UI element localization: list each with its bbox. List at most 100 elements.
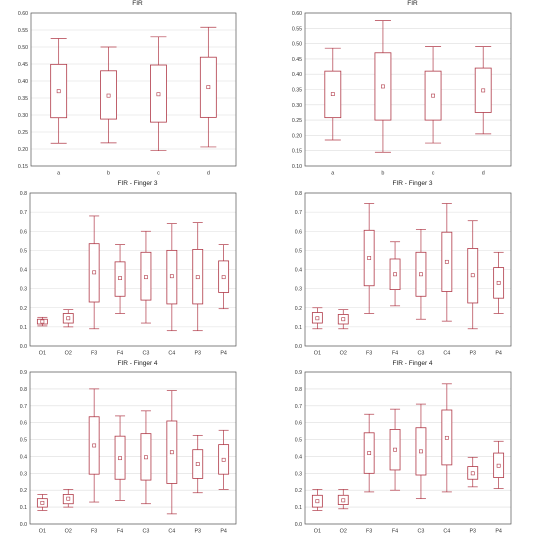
y-tick-label: 0.3 <box>295 471 302 477</box>
chart-svg: 0.0 0.1 0.2 0.3 0.4 0.5 0.6 0.7 0.8 0.9 O1 O2 F3 F4 C3… <box>20 370 237 535</box>
x-tick-label: O1 <box>39 529 46 535</box>
mean-marker <box>496 280 501 285</box>
box-body <box>218 260 230 293</box>
y-tick-label: 0.30 <box>292 103 302 109</box>
y-tick-label: 0.6 <box>295 421 302 427</box>
y-tick-label: 0.3 <box>20 471 27 477</box>
y-tick-label: 0.1 <box>20 505 27 511</box>
mean-marker <box>40 500 45 505</box>
mean-marker <box>470 471 475 476</box>
mean-marker <box>444 259 449 264</box>
y-tick-label: 0.35 <box>292 88 302 94</box>
mean-marker <box>496 463 501 468</box>
y-tick-label: 0.40 <box>18 79 28 85</box>
box-body <box>114 435 126 480</box>
x-tick-label: a <box>331 171 334 177</box>
x-tick-label: P3 <box>469 351 476 357</box>
box-body <box>36 498 48 508</box>
box-body <box>493 452 505 478</box>
x-tick-label: C3 <box>417 529 424 535</box>
box-body <box>50 63 68 119</box>
mean-marker <box>341 317 346 322</box>
y-tick-label: 0.45 <box>292 57 302 63</box>
box-body <box>311 494 323 508</box>
box-C3 <box>415 228 427 320</box>
box-a <box>50 38 68 144</box>
box-O1 <box>311 307 323 330</box>
box-body <box>100 70 117 120</box>
box-body <box>150 64 167 123</box>
box-P4 <box>218 429 230 490</box>
box-body <box>114 261 126 297</box>
box-F4 <box>114 415 126 501</box>
mean-marker <box>481 88 486 93</box>
x-tick-label: O1 <box>314 351 321 357</box>
chart-title: FIR - Finger 3 <box>392 180 433 187</box>
x-tick-label: O2 <box>65 529 72 535</box>
box-body <box>88 243 100 303</box>
chart-svg: 0.0 0.1 0.2 0.3 0.4 0.5 0.6 0.7 0.8 0.9 O1 O2 F3 F4 C3… <box>295 370 512 535</box>
box-C4 <box>166 223 178 332</box>
y-tick-label: 0.5 <box>295 438 302 444</box>
box-body <box>192 249 204 305</box>
y-tick-label: 0.25 <box>292 118 302 124</box>
mean-marker <box>144 275 148 280</box>
box-C3 <box>140 230 152 324</box>
y-tick-label: 0.6 <box>20 421 27 427</box>
plot-frame <box>29 371 237 525</box>
y-tick-label: 0.5 <box>20 248 27 254</box>
x-tick-label: P3 <box>194 529 201 535</box>
chart-title: FIR - Finger 4 <box>392 360 433 367</box>
box-C4 <box>441 203 453 322</box>
box-body <box>389 258 401 290</box>
box-body <box>166 420 178 484</box>
mean-marker <box>144 455 148 460</box>
box-body <box>62 494 74 505</box>
x-tick-label: b <box>381 171 384 177</box>
chart-title: FIR <box>407 0 418 7</box>
box-O2 <box>337 309 349 330</box>
box-body <box>324 70 342 119</box>
box-C3 <box>415 403 427 500</box>
mean-marker <box>206 85 211 90</box>
box-a <box>324 47 342 141</box>
y-tick-label: 0.55 <box>292 26 302 32</box>
x-tick-label: a <box>57 171 60 177</box>
y-tick-label: 0.8 <box>295 191 302 197</box>
y-tick-label: 0.50 <box>292 42 302 48</box>
y-tick-label: 0.7 <box>20 210 27 216</box>
y-tick-label: 0.30 <box>18 113 28 119</box>
mean-marker <box>341 498 346 503</box>
plot-frame <box>304 192 512 347</box>
box-body <box>424 70 442 121</box>
y-tick-label: 0.60 <box>292 11 302 17</box>
x-tick-label: O1 <box>314 529 321 535</box>
y-tick-label: 0.9 <box>20 370 27 376</box>
x-tick-label: F3 <box>91 351 97 357</box>
mean-marker <box>419 449 423 454</box>
plot-frame <box>29 192 237 347</box>
box-F3 <box>363 413 375 493</box>
mean-marker <box>195 462 200 466</box>
x-tick-label: C3 <box>142 529 149 535</box>
mean-marker <box>106 93 111 98</box>
mean-marker <box>381 84 385 89</box>
box-b <box>100 46 117 144</box>
x-tick-label: F4 <box>392 351 398 357</box>
box-P4 <box>218 244 230 310</box>
box-body <box>415 427 427 476</box>
y-tick-label: 0.4 <box>20 268 27 274</box>
chart-svg: 0.10 0.15 0.20 0.25 0.30 0.35 0.40 0.45 0.50 0.55… <box>292 11 512 177</box>
box-body <box>88 416 100 475</box>
x-tick-label: P4 <box>495 529 502 535</box>
box-body <box>363 229 375 287</box>
x-tick-label: P3 <box>469 529 476 535</box>
chart-panel-finger4-left: FIR - Finger 4 0.0 0.1 0.2 0.3 0.4 0.5 0.6 0.7 0… <box>0 360 275 538</box>
x-tick-label: c <box>157 171 160 177</box>
chart-title: FIR <box>132 0 143 7</box>
y-tick-label: 0.20 <box>18 147 28 153</box>
y-tick-label: 0.15 <box>18 164 28 170</box>
box-body <box>218 444 230 475</box>
y-tick-label: 0.1 <box>20 325 27 331</box>
box-body <box>467 248 479 304</box>
